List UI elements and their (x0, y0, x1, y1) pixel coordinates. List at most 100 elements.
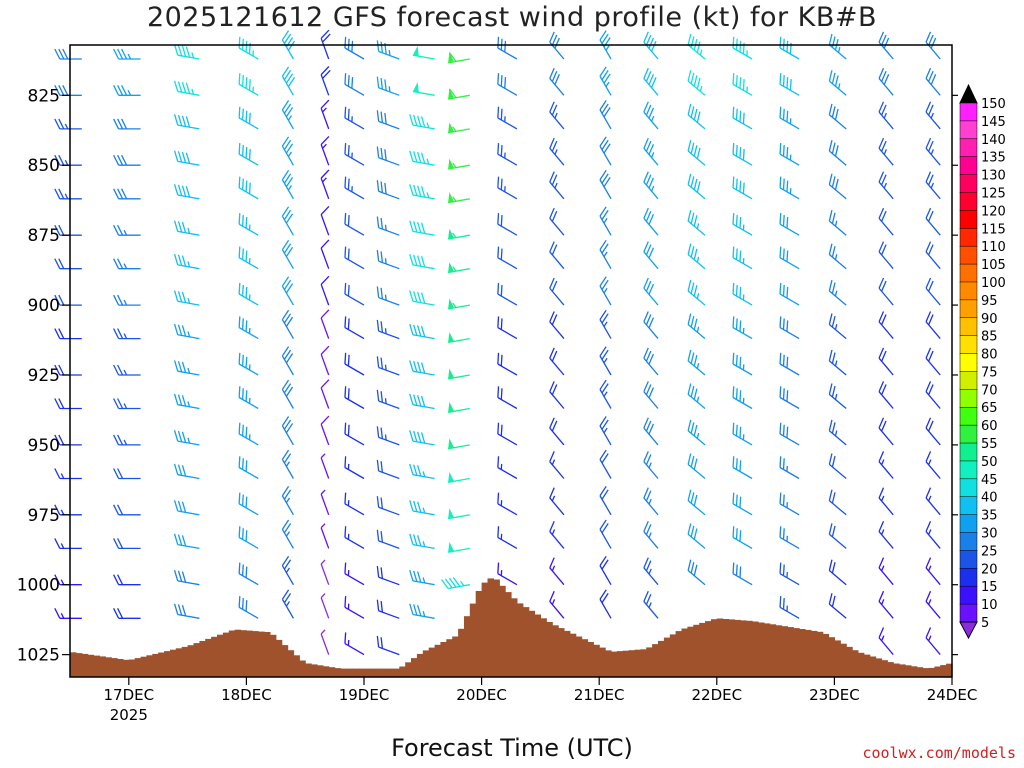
wind-barb (497, 456, 518, 480)
terrain-bar (893, 663, 900, 677)
wind-barb (549, 381, 565, 409)
terrain-bar (234, 629, 242, 677)
wind-barb (878, 381, 894, 409)
wind-barb (409, 114, 435, 130)
wind-barb (320, 415, 330, 446)
terrain-bar (405, 662, 412, 677)
wind-barb (281, 206, 294, 236)
wind-barb (779, 106, 800, 130)
wind-barb (376, 249, 400, 270)
legend-swatch (959, 460, 978, 480)
wind-barb (281, 346, 294, 376)
wind-barb (320, 559, 330, 585)
wind-barb (828, 33, 847, 60)
wind-barb (344, 562, 365, 586)
wind-barb (599, 589, 612, 619)
wind-barb (409, 253, 435, 270)
wind-barb (409, 463, 435, 480)
y-axis: 825 850 875 900 925 950 975 1000 1025 (17, 86, 958, 666)
terrain-bar (611, 651, 618, 677)
terrain-bar (687, 626, 694, 677)
terrain-bar (446, 639, 453, 677)
wind-barb (344, 106, 365, 130)
terrain-bar (358, 668, 365, 677)
wind-barb (497, 422, 518, 446)
legend-swatch (959, 156, 978, 176)
wind-barb (828, 559, 847, 586)
wind-barb (828, 173, 847, 200)
y-tick-label: 925 (28, 366, 60, 386)
legend-swatch (959, 353, 978, 373)
legend-label: 20 (981, 562, 998, 577)
chart-title: 2025121612 GFS forecast wind profile (kt… (146, 2, 878, 33)
terrain-bar (228, 630, 236, 677)
wind-barb (173, 393, 200, 410)
wind-barb (925, 521, 941, 549)
legend-label: 65 (981, 401, 998, 416)
wind-barb (54, 258, 82, 270)
legend-label: 125 (981, 186, 1006, 201)
wind-barb (779, 36, 800, 60)
wind-barb (925, 347, 941, 376)
terrain-bar (369, 668, 377, 677)
legend-label: 95 (981, 294, 998, 309)
terrain-bar (299, 660, 306, 677)
legend-label: 110 (981, 240, 1006, 255)
wind-barb (54, 538, 82, 550)
wind-barb (497, 106, 518, 130)
wind-barb (643, 137, 659, 166)
wind-barb (320, 29, 331, 60)
wind-barb (599, 379, 612, 409)
terrain-bar (840, 643, 847, 677)
wind-barb (320, 523, 330, 549)
wind-barb (113, 188, 141, 200)
legend-arrow-down (959, 621, 978, 640)
wind-barb (549, 67, 565, 96)
wind-barb (925, 590, 941, 619)
terrain-bar (246, 630, 253, 677)
credit-link[interactable]: coolwx.com/models (862, 744, 1016, 762)
legend-label: 55 (981, 437, 998, 452)
wind-barb (878, 101, 894, 130)
wind-barb (173, 360, 200, 376)
legend-swatch (959, 532, 978, 552)
wind-barb (732, 106, 753, 130)
wind-barb (238, 596, 259, 619)
wind-barb (376, 389, 400, 410)
legend-label: 50 (981, 455, 998, 470)
wind-barbs (54, 29, 941, 656)
terrain-bar (869, 656, 877, 677)
wind-barb (238, 492, 259, 516)
wind-barb (779, 492, 800, 516)
terrain-bar (140, 656, 148, 677)
wind-barb (344, 36, 365, 60)
wind-barb (281, 589, 294, 619)
wind-barb (779, 422, 800, 446)
terrain-bar (663, 637, 671, 677)
wind-barb (643, 311, 659, 340)
legend-label: 145 (981, 115, 1006, 130)
wind-barb (599, 486, 612, 516)
legend-label: 150 (981, 97, 1006, 112)
wind-barb (779, 316, 800, 340)
wind-barb (281, 136, 294, 166)
wind-barb (643, 417, 659, 446)
terrain-bar (469, 603, 477, 677)
wind-barb (549, 171, 565, 200)
terrain-bar (516, 603, 524, 677)
wind-barb (497, 143, 518, 166)
terrain-bar (275, 639, 283, 677)
wind-barb (732, 143, 753, 166)
terrain-bar (658, 640, 665, 677)
terrain-bar (758, 622, 765, 677)
terrain-bar (352, 668, 359, 677)
wind-barb (238, 352, 259, 376)
terrain-bar (499, 585, 506, 677)
wind-barb (238, 73, 259, 96)
wind-barb (113, 468, 141, 480)
y-tick-label: 875 (28, 226, 60, 246)
wind-barb (376, 426, 400, 446)
wind-barb (409, 360, 435, 376)
terrain-bar (628, 650, 636, 677)
wind-barb (732, 352, 753, 376)
